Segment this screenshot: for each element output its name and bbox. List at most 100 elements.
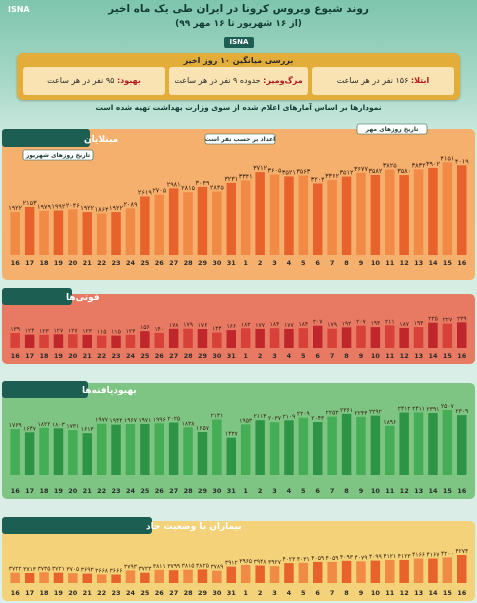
bar xyxy=(212,570,222,583)
bar-value-label: ۳۵۸۰ xyxy=(397,167,411,175)
bar xyxy=(413,327,424,348)
bar-value-label: ۲۵۰۷ xyxy=(441,403,455,410)
category-label: 7 xyxy=(330,352,335,360)
category-label: 15 xyxy=(443,352,453,360)
bar-value-label: ۴۰۲۳ xyxy=(282,556,296,563)
bar xyxy=(370,175,381,255)
bar-value-label: ۲۳۰۹ xyxy=(455,408,468,415)
bar-value-label: ۴۰۹۹ xyxy=(369,554,382,561)
bar-value-label: ۳۸۲۵ xyxy=(196,562,209,569)
category-label: 28 xyxy=(184,487,194,495)
category-label: 23 xyxy=(111,487,120,495)
chart-title-tab xyxy=(2,517,152,534)
category-label: 4 xyxy=(287,589,292,597)
bar-value-label: ۳۸۱۵ xyxy=(182,563,195,570)
bar-value-label: ۱۲۷ xyxy=(54,327,64,334)
chart-svg-critical: بیماران با وضعیت حاد۳۷۲۲16۳۷۱۳17۳۷۳۵18۳۷… xyxy=(2,517,475,601)
category-label: 6 xyxy=(315,487,320,495)
bar xyxy=(298,328,309,348)
bar xyxy=(341,413,352,475)
bar xyxy=(341,560,352,583)
category-label: 13 xyxy=(414,352,423,360)
bar-value-label: ۴۱۲۱ xyxy=(383,553,396,560)
bar xyxy=(370,560,381,583)
bar-value-label: ۲۰۸۹ xyxy=(124,200,138,208)
bar xyxy=(39,210,49,255)
bar xyxy=(385,325,395,348)
category-label: 6 xyxy=(315,259,320,267)
bar-value-label: ۱۷۶۹ xyxy=(9,422,22,429)
bar xyxy=(24,334,35,348)
category-label: 22 xyxy=(97,589,106,597)
bar-value-label: ۳۶۷۷ xyxy=(354,165,368,173)
bar xyxy=(255,420,265,475)
bar xyxy=(399,175,409,255)
category-label: 28 xyxy=(184,589,194,597)
bar xyxy=(327,328,337,348)
bar-value-label: ۱۴۳۷ xyxy=(225,431,239,438)
bar-value-label: ۱۹۵۳ xyxy=(239,417,253,424)
category-label: 3 xyxy=(272,487,277,495)
category-label: 19 xyxy=(54,259,64,267)
stat-recovery: بهبود: ۹۵ نفر در هر ساعت xyxy=(23,67,165,95)
category-label: 10 xyxy=(371,487,381,495)
category-label: 27 xyxy=(169,589,178,597)
category-label: 20 xyxy=(68,352,78,360)
bar xyxy=(240,424,251,475)
bar xyxy=(284,563,294,583)
bar xyxy=(154,569,164,583)
category-label: 5 xyxy=(301,487,306,495)
bar xyxy=(168,328,179,348)
bar-value-label: ۲۰۷ xyxy=(313,319,323,326)
bar xyxy=(168,570,179,583)
category-label: 19 xyxy=(54,352,64,360)
bar-value-label: ۱۷۷ xyxy=(284,322,294,329)
bar xyxy=(68,209,78,255)
category-label: 12 xyxy=(400,589,409,597)
category-label: 27 xyxy=(169,487,178,495)
category-label: 10 xyxy=(371,259,381,267)
bar-value-label: ۱۶۵۷ xyxy=(196,425,210,432)
bar-value-label: ۳۷۰۵ xyxy=(66,566,79,573)
bar-value-label: ۳۷۲۳ xyxy=(138,566,152,573)
category-label: 23 xyxy=(111,352,120,360)
category-label: 22 xyxy=(97,352,106,360)
bar-value-label: ۲۰۴۶ xyxy=(66,201,80,209)
bar-value-label: ۴۲۰۰ xyxy=(441,550,454,557)
category-label: 2 xyxy=(258,352,263,360)
bar xyxy=(24,206,35,255)
category-label: 29 xyxy=(198,589,208,597)
category-label: 14 xyxy=(428,487,438,495)
bar-value-label: ۴۰۵۹ xyxy=(326,555,339,562)
bar xyxy=(428,322,438,348)
bar xyxy=(68,334,78,348)
category-label: 8 xyxy=(344,352,349,360)
bar xyxy=(111,212,121,255)
bar-value-label: ۲۱۵۳ xyxy=(23,199,37,207)
bar xyxy=(96,335,107,348)
bar-value-label: ۴۰۷۹ xyxy=(355,554,368,561)
bar xyxy=(428,413,438,475)
critical-chart: بیماران با وضعیت حاد ۳۷۲۲ 16 ۳۷۱۳ 17 ۳۷۳۵ 18 ۳۷… xyxy=(0,513,477,603)
category-label: 2 xyxy=(258,259,263,267)
bar xyxy=(96,574,107,583)
category-label: 29 xyxy=(198,352,208,360)
bar xyxy=(212,332,222,348)
bar-value-label: ۱۹۹۶ xyxy=(153,416,166,423)
bar xyxy=(240,180,251,255)
category-label: 8 xyxy=(344,487,349,495)
bar-value-label: ۱۲۳ xyxy=(126,328,136,335)
category-label: 4 xyxy=(287,259,292,267)
category-label: 8 xyxy=(344,259,349,267)
category-label: 25 xyxy=(140,487,150,495)
bar xyxy=(154,194,164,255)
category-label: 26 xyxy=(155,352,165,360)
bar-value-label: ۱۹۴ xyxy=(371,320,381,327)
bar-value-label: ۳۷۹۹ xyxy=(167,563,180,570)
bar xyxy=(226,182,236,255)
bar-value-label: ۱۶۱۳ xyxy=(81,426,95,433)
category-label: 4 xyxy=(287,487,292,495)
category-label: 17 xyxy=(25,487,34,495)
category-label: 24 xyxy=(126,259,136,267)
bar xyxy=(298,417,309,475)
